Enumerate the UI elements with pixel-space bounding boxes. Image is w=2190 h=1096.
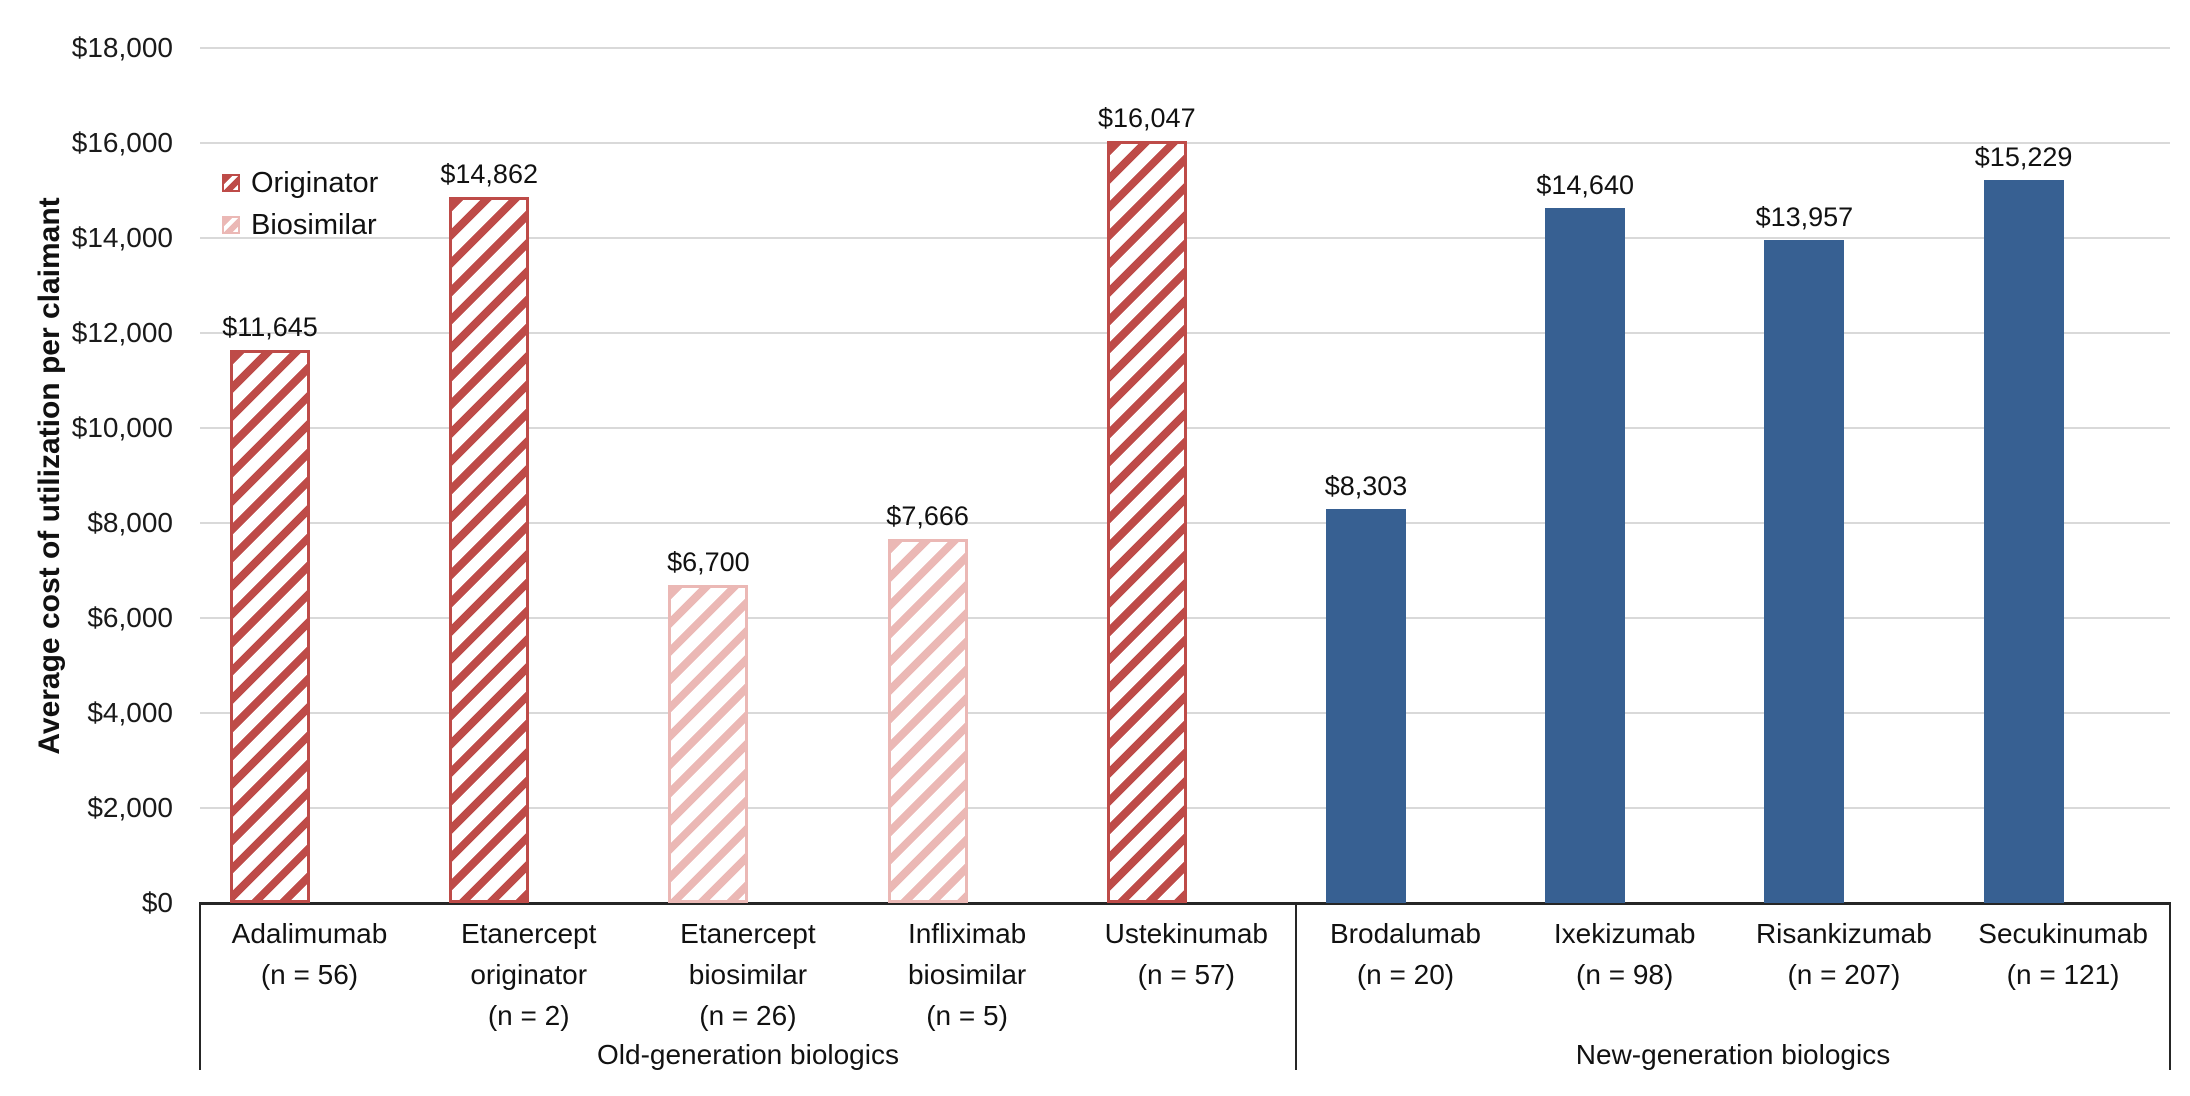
- biosimilar-hatch-swatch-icon: [222, 216, 240, 234]
- bar-etanercept: [668, 584, 749, 903]
- bar-brodalumab: [1326, 508, 1406, 903]
- originator-hatch-swatch-icon: [222, 174, 240, 192]
- category-separator-line: [2169, 902, 2171, 1070]
- bar-ustekinumab: [1106, 140, 1187, 903]
- category-separator-line: [199, 902, 201, 1070]
- y-tick-label: $18,000: [71, 32, 173, 63]
- category-label: Etanercept biosimilar (n = 26): [680, 918, 816, 1031]
- bar-ixekizumab: [1545, 207, 1626, 903]
- category-label: Brodalumab (n = 20): [1330, 918, 1481, 990]
- legend-item-biosimilar: Biosimilar: [222, 207, 378, 243]
- bar-value-label: $8,303: [1324, 470, 1408, 501]
- gridline: [200, 47, 2170, 49]
- y-tick-label: $4,000: [87, 697, 173, 728]
- category-label: Secukinumab (n = 121): [1978, 918, 2148, 990]
- category-label: Adalimumab (n = 56): [231, 918, 388, 990]
- legend: Originator Biosimilar: [222, 165, 378, 243]
- category-label: Etanercept originator (n = 2): [460, 918, 597, 1031]
- bar-adalimumab: [230, 349, 310, 903]
- bar-value-label: $16,047: [1097, 102, 1196, 133]
- bar-etanercept: [449, 197, 530, 903]
- bar-value-label: $15,229: [1974, 141, 2073, 172]
- group-label-new-generation: New-generation biologics: [1575, 1039, 1891, 1070]
- bar-value-label: $6,700: [667, 546, 750, 577]
- bar-value-label: $7,666: [886, 500, 969, 531]
- bar-value-label: $14,640: [1536, 169, 1634, 200]
- legend-label-originator: Originator: [251, 167, 379, 199]
- category-label: Ustekinumab (n = 57): [1104, 918, 1268, 990]
- legend-label-biosimilar: Biosimilar: [251, 209, 377, 241]
- y-tick-label: $12,000: [71, 317, 173, 348]
- y-tick-label: $8,000: [87, 507, 173, 538]
- y-tick-label: $16,000: [71, 127, 173, 158]
- category-label: Infliximab biosimilar (n = 5): [907, 918, 1027, 1031]
- y-tick-label: $14,000: [71, 222, 173, 253]
- bar-value-label: $14,862: [440, 159, 538, 190]
- category-label: Ixekizumab (n = 98): [1553, 918, 1696, 990]
- bar-value-label: $13,957: [1755, 202, 1854, 233]
- legend-item-originator: Originator: [222, 165, 378, 201]
- bar-value-label: $11,645: [222, 311, 318, 342]
- category-separator-line: [1295, 902, 1297, 1070]
- bar-infliximab: [887, 538, 968, 903]
- y-tick-label: $2,000: [87, 792, 173, 823]
- y-tick-label: $10,000: [71, 412, 173, 443]
- bar-risankizumab: [1764, 240, 1845, 903]
- y-axis-title: Average cost of utilization per claimant: [33, 197, 66, 755]
- x-axis-line: [200, 902, 2170, 905]
- group-label-old-generation: Old-generation biologics: [597, 1039, 899, 1070]
- category-label: Risankizumab (n = 207): [1755, 918, 1932, 990]
- y-tick-label: $6,000: [87, 602, 173, 633]
- y-tick-label: $0: [141, 887, 173, 918]
- bar-secukinumab: [1983, 179, 2064, 903]
